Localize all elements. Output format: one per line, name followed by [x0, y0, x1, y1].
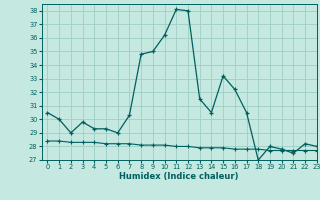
X-axis label: Humidex (Indice chaleur): Humidex (Indice chaleur)	[119, 172, 239, 181]
